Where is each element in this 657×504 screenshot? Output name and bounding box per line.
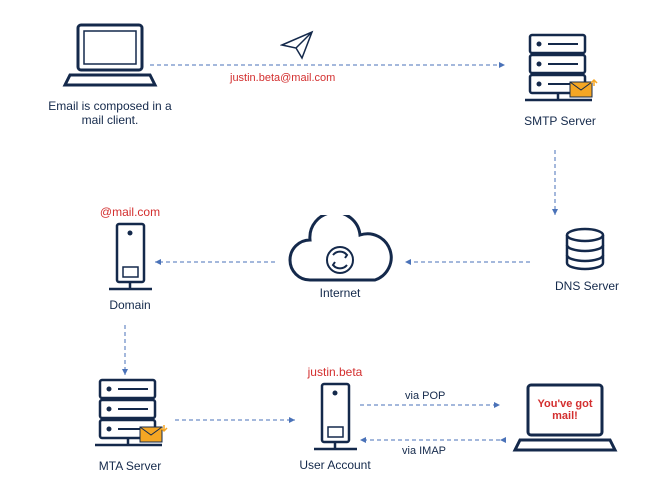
edge-label-pop: via POP	[405, 390, 445, 402]
tower-icon	[103, 219, 158, 294]
mta-label: MTA Server	[85, 459, 175, 473]
domain-red: @mail.com	[95, 205, 165, 219]
laptop1-label: Email is composed in a mail client.	[40, 99, 180, 127]
database-icon	[560, 225, 610, 275]
node-dns: DNS Server	[535, 225, 635, 293]
server-icon	[90, 375, 170, 455]
edge-label-imap: via IMAP	[402, 445, 446, 457]
dns-label: DNS Server	[555, 279, 619, 293]
node-domain: @mail.com Domain	[95, 205, 165, 312]
smtp-label: SMTP Server	[515, 114, 605, 128]
user-label: User Account	[295, 458, 375, 472]
node-laptop-sender: Email is composed in a mail client.	[40, 20, 180, 127]
node-mta: MTA Server	[85, 375, 175, 473]
node-cloud: Internet	[275, 215, 405, 300]
laptop-icon	[60, 20, 160, 95]
laptop2-red: You've got mail!	[505, 398, 625, 422]
node-user: justin.beta User Account	[295, 365, 375, 472]
cloud-label: Internet	[275, 286, 405, 300]
paperplane-icon	[280, 30, 316, 60]
user-red: justin.beta	[295, 365, 375, 379]
edge-label-email: justin.beta@mail.com	[230, 72, 335, 84]
node-smtp: SMTP Server	[515, 30, 605, 128]
domain-label: Domain	[95, 298, 165, 312]
node-laptop-receiver: You've got mail!	[505, 380, 625, 460]
tower-icon	[308, 379, 363, 454]
server-icon	[520, 30, 600, 110]
